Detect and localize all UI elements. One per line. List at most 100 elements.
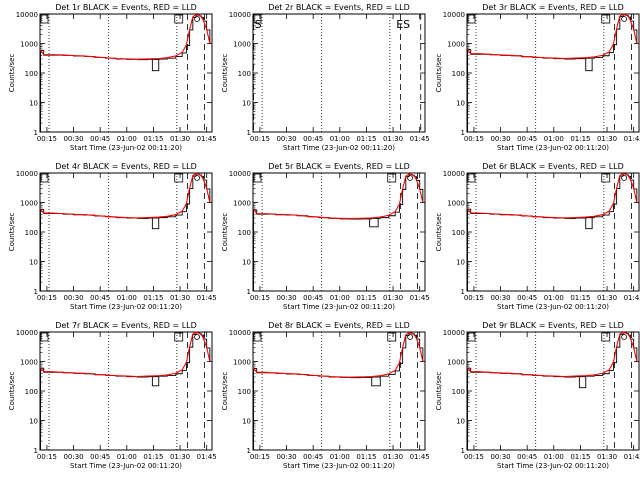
lld-series: [253, 173, 424, 220]
plot-frame: [466, 13, 640, 133]
y-tick-label: 1: [461, 288, 465, 296]
y-tick-label: 1000: [233, 359, 251, 367]
x-tick-label: 00:15: [464, 294, 484, 302]
lld-series: [467, 331, 638, 378]
y-tick-label: 1000: [20, 41, 38, 49]
x-tick-label: 01:30: [383, 135, 403, 143]
y-tick-label: 10: [456, 259, 465, 267]
events-dip: [151, 217, 160, 230]
x-tick-label: 01:45: [624, 453, 640, 461]
panel-title: Det 8r BLACK = Events, RED = LLD: [268, 321, 410, 330]
x-tick-label: 00:30: [276, 135, 296, 143]
panel-title: Det 6r BLACK = Events, RED = LLD: [482, 162, 624, 171]
flag-marker: [194, 16, 200, 22]
events-dip: [151, 58, 160, 72]
plot-frame: [39, 13, 213, 133]
flag-box: [467, 332, 476, 342]
flag-box: [40, 14, 49, 24]
detector-panel-8: Det 8r BLACK = Events, RED = LLD 1 10 100 10…: [221, 321, 430, 470]
y-tick-label: 100: [452, 388, 465, 396]
panel-title: Det 3r BLACK = Events, RED = LLD: [482, 3, 624, 12]
events-series: [467, 332, 638, 450]
y-tick-label: 10000: [16, 170, 38, 178]
y-axis-label: Counts/sec: [8, 372, 16, 411]
x-tick-label: 00:15: [37, 453, 57, 461]
x-tick-label: 01:30: [170, 453, 190, 461]
y-tick-label: 1: [247, 447, 251, 455]
events-dip: [371, 376, 381, 387]
events-dip: [151, 376, 160, 387]
y-tick-label: 10000: [443, 329, 465, 337]
y-tick-label: 1000: [447, 41, 465, 49]
y-tick-label: 1000: [447, 200, 465, 208]
y-axis-label: Counts/sec: [435, 372, 443, 411]
flag-box: [467, 173, 476, 183]
x-axis-label: Start Time (23-Jun-02 00:11:20): [70, 462, 182, 470]
y-tick-label: 10: [242, 259, 251, 267]
x-tick-label: 01:15: [143, 135, 163, 143]
y-tick-label: 1: [247, 129, 251, 137]
flag-box: [174, 173, 184, 183]
x-tick-label: 00:15: [250, 453, 270, 461]
y-axis-label: Counts/sec: [221, 213, 229, 252]
lld-series: [40, 172, 211, 219]
y-tick-label: 10: [29, 259, 38, 267]
x-tick-label: 01:15: [570, 453, 590, 461]
x-tick-label: 01:00: [117, 294, 137, 302]
y-tick-label: 100: [25, 229, 38, 237]
flag-box: [253, 14, 262, 24]
flag-box: [253, 173, 262, 183]
x-tick-label: 00:30: [63, 135, 83, 143]
x-axis-label: Start Time (23-Jun-02 00:11:20): [70, 144, 182, 152]
events-series: [40, 173, 211, 291]
plot-frame: [252, 13, 426, 133]
events-series: [253, 174, 424, 291]
lld-series: [40, 14, 211, 60]
detector-panel-4: Det 4r BLACK = Events, RED = LLD 1 10 100 10…: [8, 162, 217, 311]
x-axis-label: Start Time (23-Jun-02 00:11:20): [70, 303, 182, 311]
lld-series: [467, 172, 638, 219]
events-series: [467, 173, 638, 291]
x-tick-label: 00:15: [250, 135, 270, 143]
y-tick-label: 100: [25, 70, 38, 78]
events-series: [40, 332, 211, 450]
y-tick-label: 1000: [20, 200, 38, 208]
x-tick-label: 01:00: [117, 135, 137, 143]
flag-marker: [621, 175, 627, 181]
y-tick-label: 1: [34, 447, 38, 455]
x-tick-label: 01:30: [170, 135, 190, 143]
y-tick-label: 10: [29, 100, 38, 108]
y-tick-label: 1000: [20, 359, 38, 367]
lld-series: [40, 331, 211, 378]
x-axis-label: Start Time (23-Jun-02 00:11:20): [497, 303, 609, 311]
x-tick-label: 01:00: [117, 453, 137, 461]
x-tick-label: 01:15: [356, 453, 376, 461]
detector-panel-6: Det 6r BLACK = Events, RED = LLD 1 10 100 10…: [435, 162, 640, 311]
flag-marker: [621, 16, 627, 22]
lld-series: [467, 13, 638, 60]
y-axis-label: Counts/sec: [8, 213, 16, 252]
x-tick-label: 00:45: [303, 135, 323, 143]
x-tick-label: 00:45: [517, 453, 537, 461]
x-tick-label: 00:45: [517, 135, 537, 143]
x-tick-label: 01:00: [544, 135, 564, 143]
flag-marker: [621, 334, 627, 340]
flag-box: [601, 173, 611, 183]
y-tick-label: 100: [452, 70, 465, 78]
y-tick-label: 1: [34, 288, 38, 296]
y-tick-label: 1: [461, 447, 465, 455]
x-tick-label: 01:45: [197, 135, 217, 143]
x-axis-label: Start Time (23-Jun-02 00:11:20): [497, 462, 609, 470]
flag-marker: [194, 334, 200, 340]
x-tick-label: 01:30: [597, 294, 617, 302]
y-tick-label: 1000: [233, 41, 251, 49]
detector-panel-1: Det 1r BLACK = Events, RED = LLD 1 10 100 10…: [8, 3, 217, 152]
flag-box: [40, 173, 49, 183]
x-tick-label: 01:45: [410, 135, 430, 143]
events-dip: [578, 376, 587, 389]
x-tick-label: 01:00: [544, 294, 564, 302]
lld-series: [253, 332, 424, 378]
detector-panel-9: Det 9r BLACK = Events, RED = LLD 1 10 100 10…: [435, 321, 640, 470]
events-series: [253, 332, 424, 450]
